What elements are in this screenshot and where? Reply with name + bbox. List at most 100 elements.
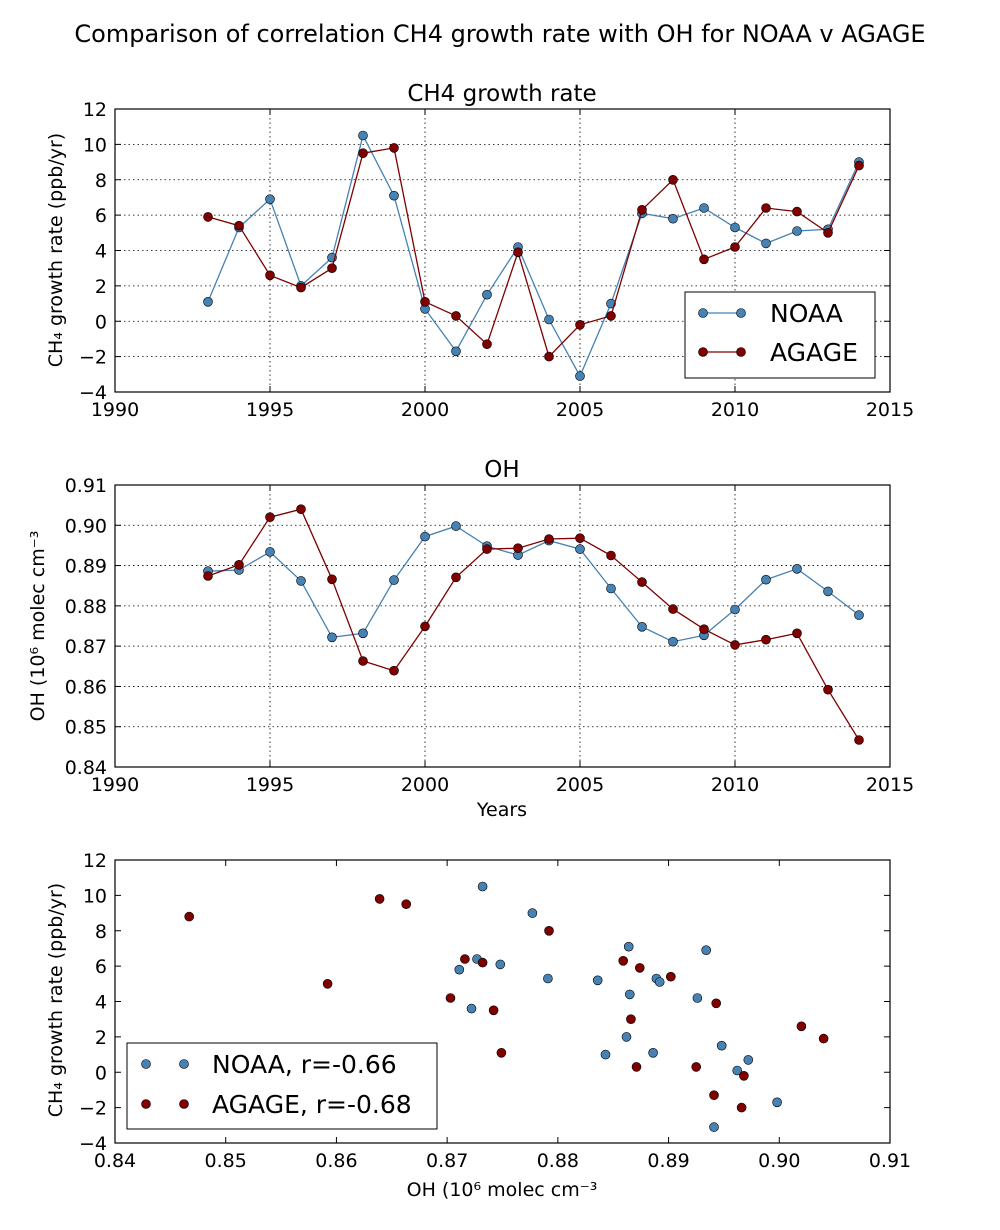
- data-point-agage: [668, 604, 678, 614]
- y-tick-label: 0.88: [65, 596, 107, 618]
- legend-marker-agage: [141, 1099, 151, 1109]
- data-point-noaa: [792, 226, 802, 236]
- data-point-agage: [818, 1033, 829, 1044]
- y-tick-label: −4: [79, 1133, 107, 1155]
- data-point-noaa: [389, 575, 399, 585]
- y-axis-label: OH (10⁶ molec cm⁻³: [27, 531, 49, 722]
- y-tick-label: −2: [79, 1098, 107, 1120]
- legend-marker-noaa: [141, 1059, 151, 1069]
- scatter-panel: 0.84 0.85 0.86 0.87 0.88 0.89 0.90 0.91 −4 −2 0 2 4 6…: [45, 850, 911, 1201]
- data-point-agage: [451, 572, 461, 583]
- data-point-agage: [460, 954, 470, 964]
- data-point-agage: [618, 955, 629, 966]
- y-tick-label: 6: [95, 205, 107, 227]
- x-axis-label: Years: [476, 799, 527, 821]
- plot-area: [114, 484, 891, 768]
- x-tick-label: 1995: [246, 399, 294, 421]
- data-point-noaa: [668, 636, 678, 647]
- data-point-noaa: [358, 628, 368, 639]
- data-point-agage: [482, 339, 492, 350]
- data-point-agage: [634, 963, 645, 973]
- y-tick-label: 8: [95, 921, 107, 943]
- legend-marker-agage: [698, 347, 708, 357]
- data-point-noaa: [624, 989, 635, 1000]
- data-point-agage: [544, 351, 554, 362]
- data-point-noaa: [600, 1049, 611, 1060]
- legend: NOAA, r=-0.66 AGAGE, r=-0.68: [126, 1042, 438, 1130]
- data-point-agage: [389, 665, 399, 676]
- data-point-agage: [709, 1090, 719, 1100]
- data-point-noaa: [823, 586, 833, 597]
- data-point-agage: [445, 993, 456, 1003]
- data-point-agage: [823, 684, 833, 695]
- data-point-agage: [451, 311, 461, 321]
- data-point-noaa: [420, 531, 430, 542]
- data-point-noaa: [477, 881, 488, 892]
- x-tick-label: 2000: [401, 399, 449, 421]
- data-point-agage: [792, 628, 802, 639]
- data-point-agage: [496, 1048, 507, 1058]
- x-tick-label: 2010: [711, 399, 759, 421]
- legend-marker-agage: [179, 1099, 189, 1109]
- data-point-noaa: [772, 1097, 782, 1108]
- data-point-agage: [736, 1102, 747, 1113]
- data-point-agage: [327, 263, 337, 274]
- data-point-agage: [761, 634, 771, 645]
- x-tick-label: 2000: [401, 774, 449, 796]
- data-point-noaa: [265, 194, 275, 204]
- data-point-agage: [691, 1062, 702, 1072]
- y-tick-label: −4: [79, 382, 107, 404]
- legend-marker-agage: [736, 347, 746, 357]
- data-point-agage: [203, 571, 213, 581]
- x-tick-label: 2015: [866, 399, 914, 421]
- data-point-noaa: [575, 544, 585, 554]
- data-point-noaa: [451, 521, 461, 531]
- legend-label-agage: AGAGE: [770, 338, 858, 367]
- x-tick-label: 0.91: [869, 1150, 911, 1172]
- y-tick-label: 4: [95, 992, 107, 1014]
- data-point-noaa: [265, 547, 275, 557]
- data-point-noaa: [732, 1065, 743, 1076]
- data-point-agage: [374, 894, 385, 904]
- x-tick-label: 0.85: [205, 1150, 247, 1172]
- x-tick-label: 0.90: [758, 1150, 800, 1172]
- y-tick-label: 0.91: [65, 475, 107, 497]
- legend-label-noaa: NOAA, r=-0.66: [212, 1050, 397, 1079]
- y-tick-label: 4: [95, 241, 107, 263]
- legend-label-agage: AGAGE, r=-0.68: [212, 1090, 412, 1119]
- y-tick-label: 10: [83, 885, 107, 907]
- legend: NOAA AGAGE: [684, 291, 876, 379]
- data-point-noaa: [327, 632, 337, 643]
- data-point-agage: [711, 998, 722, 1009]
- y-tick-label: 10: [83, 134, 107, 156]
- data-point-agage: [184, 911, 194, 922]
- data-point-agage: [575, 533, 585, 544]
- data-point-noaa: [466, 1003, 477, 1014]
- figure-title: Comparison of correlation CH4 growth rat…: [74, 20, 925, 48]
- y-tick-label: 0.86: [65, 676, 107, 698]
- x-tick-label: 0.84: [94, 1150, 136, 1172]
- data-point-noaa: [692, 993, 703, 1003]
- data-point-agage: [792, 206, 802, 217]
- data-point-noaa: [296, 576, 306, 586]
- data-point-noaa: [482, 289, 492, 300]
- y-axis-label: CH₄ growth rate (ppb/yr): [45, 133, 67, 367]
- data-point-noaa: [648, 1048, 658, 1058]
- data-point-noaa: [606, 583, 616, 594]
- data-point-agage: [389, 143, 399, 153]
- data-point-noaa: [544, 314, 554, 325]
- data-point-agage: [265, 512, 275, 523]
- data-point-agage: [823, 228, 833, 238]
- data-point-agage: [401, 899, 412, 910]
- y-axis-label: CH₄ growth rate (ppb/yr): [45, 883, 67, 1117]
- x-tick-label: 1995: [246, 774, 294, 796]
- legend-marker-noaa: [179, 1059, 189, 1069]
- y-tick-label: 6: [95, 956, 107, 978]
- x-tick-label: 2015: [866, 774, 914, 796]
- data-point-noaa: [716, 1040, 727, 1051]
- x-tick-label: 2010: [711, 774, 759, 796]
- data-point-agage: [730, 242, 740, 252]
- series-line-agage: [207, 508, 860, 741]
- panel-title: CH4 growth rate: [407, 81, 596, 107]
